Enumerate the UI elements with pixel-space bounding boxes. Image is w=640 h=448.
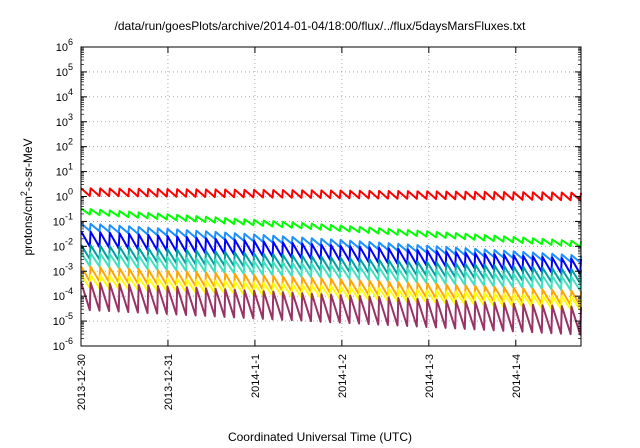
y-tick-label: 106 <box>56 37 73 54</box>
chart-title: /data/run/goesPlots/archive/2014-01-04/1… <box>114 19 526 33</box>
series-line-4 <box>80 230 582 275</box>
y-tick-label: 10-4 <box>53 286 73 303</box>
axis-ticks: 10-6 10-5 10-4 10-3 10-2 10-1 100 101 102 103 104 1… <box>53 37 581 410</box>
x-tick-label: 2014-1-4 <box>511 354 523 398</box>
x-tick-label: 2013-12-31 <box>163 354 175 410</box>
series-line-1 <box>80 187 582 202</box>
series-line-9 <box>80 281 582 336</box>
x-axis-label: Coordinated Universal Time (UTC) <box>227 430 413 444</box>
series-line-3 <box>80 222 582 264</box>
data-series <box>80 187 582 336</box>
x-tick-label: 2013-12-30 <box>76 354 88 410</box>
x-tick-label: 2014-1-1 <box>250 354 262 398</box>
x-tick-label: 2014-1-3 <box>424 354 436 398</box>
y-tick-label: 10-1 <box>53 211 73 228</box>
y-tick-label: 102 <box>56 137 73 154</box>
x-tick-label: 2014-1-2 <box>337 354 349 398</box>
y-tick-label: 103 <box>56 112 73 129</box>
y-tick-label: 101 <box>56 162 73 179</box>
y-tick-label: 100 <box>56 187 73 204</box>
y-tick-label: 10-5 <box>53 311 73 328</box>
y-tick-label: 10-6 <box>53 336 73 353</box>
y-tick-label: 10-3 <box>53 261 73 278</box>
y-axis-label: protons/cm2-s-sr-MeV <box>19 138 35 255</box>
y-tick-label: 104 <box>56 87 73 104</box>
y-tick-label: 105 <box>56 62 73 79</box>
series-line-6 <box>80 252 582 292</box>
y-tick-label: 10-2 <box>53 236 73 253</box>
series-line-2 <box>80 207 582 248</box>
